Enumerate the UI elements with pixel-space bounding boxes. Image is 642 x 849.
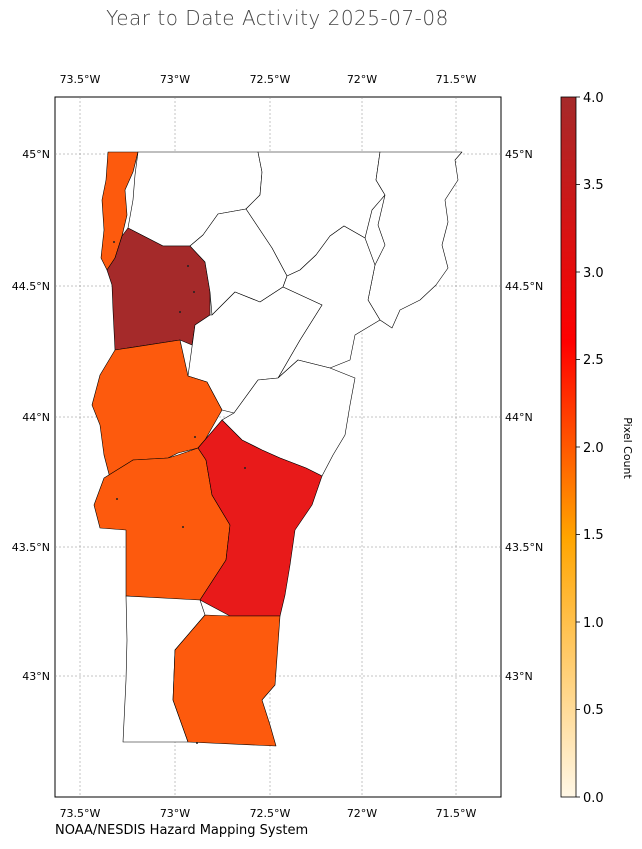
tick-label: 43.5°N: [12, 541, 50, 554]
colorbar-tick-label: 3.5: [583, 178, 604, 193]
colorbar-tick-label: 3.0: [583, 266, 604, 281]
tick-label: 45°N: [505, 148, 533, 161]
tick-label: 44.5°N: [505, 280, 543, 293]
colorbar-tick-label: 0.5: [583, 703, 604, 718]
top-lon-ticks: 73.5°W 73°W 72.5°W 72°W 71.5°W: [60, 73, 477, 86]
tick-label: 72.5°W: [250, 807, 291, 820]
tick-label: 71.5°W: [436, 807, 477, 820]
tick-label: 72.5°W: [250, 73, 291, 86]
tick-label: 43°N: [22, 670, 50, 683]
county-essex: [367, 151, 463, 329]
colorbar-tick-label: 2.0: [583, 441, 604, 456]
tick-label: 44.5°N: [12, 280, 50, 293]
left-lat-ticks: 45°N 44.5°N 44°N 43.5°N 43°N: [12, 148, 50, 683]
tick-label: 44°N: [505, 411, 533, 424]
fire-detections: [113, 241, 246, 744]
colorbar-label: Pixel Count: [621, 417, 634, 479]
tick-label: 73.5°W: [60, 73, 101, 86]
tick-label: 73.5°W: [60, 807, 101, 820]
county-addison: [91, 339, 223, 479]
colorbar-tick-label: 2.5: [583, 353, 604, 368]
colorbar-ticks: 0.0 0.5 1.0 1.5 2.0 2.5 3.0 3.5 4.0: [583, 91, 604, 806]
colorbar-tick-label: 0.0: [583, 791, 604, 806]
bottom-lon-ticks: 73.5°W 73°W 72.5°W 72°W 71.5°W: [60, 807, 477, 820]
tick-label: 43°N: [505, 670, 533, 683]
tick-label: 44°N: [22, 411, 50, 424]
tick-label: 73°W: [160, 807, 190, 820]
colorbar-tick-label: 1.5: [583, 528, 604, 543]
tick-label: 43.5°N: [505, 541, 543, 554]
colorbar-tick-label: 4.0: [583, 91, 604, 106]
county-windsor: [197, 419, 323, 617]
map-title: Year to Date Activity 2025-07-08: [106, 6, 449, 30]
county-windham: [172, 614, 281, 747]
tick-label: 73°W: [160, 73, 190, 86]
credit-text: NOAA/NESDIS Hazard Mapping System: [55, 823, 309, 838]
tick-label: 72°W: [347, 73, 377, 86]
colorbar: [560, 96, 577, 798]
right-lat-ticks: 45°N 44.5°N 44°N 43.5°N 43°N: [505, 148, 543, 683]
colorbar-tick-marks: [576, 96, 580, 798]
tick-label: 72°W: [347, 807, 377, 820]
tick-label: 45°N: [22, 148, 50, 161]
tick-label: 71.5°W: [436, 73, 477, 86]
colorbar-tick-label: 1.0: [583, 616, 604, 631]
